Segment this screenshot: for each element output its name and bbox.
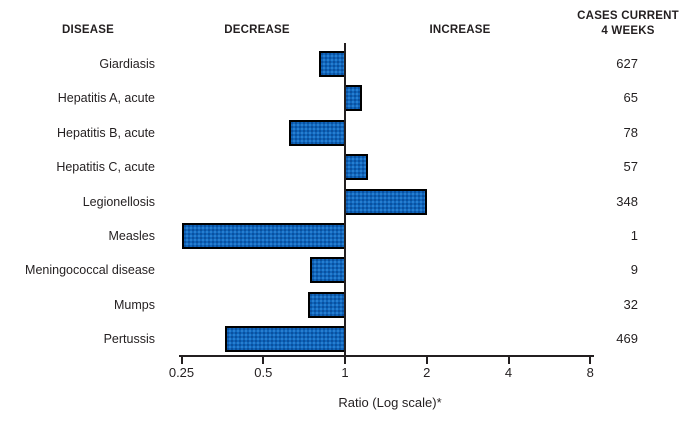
x-axis-tick-label: 1: [341, 365, 349, 380]
disease-label: Meningococcal disease: [25, 263, 155, 278]
column-header-cases: CASES CURRENT 4 WEEKS: [577, 9, 679, 39]
column-header-decrease: DECREASE: [224, 24, 290, 36]
disease-label: Hepatitis A, acute: [57, 91, 155, 106]
disease-label: Pertussis: [103, 332, 155, 347]
ratio-bar: [344, 154, 368, 181]
cases-value: 1: [630, 228, 638, 243]
x-axis-tick-label: 0.5: [254, 365, 273, 380]
ratio-bar: [288, 119, 346, 146]
x-axis-title: Ratio (Log scale)*: [338, 395, 442, 410]
disease-label: Measles: [108, 229, 155, 243]
cases-value: 65: [623, 90, 638, 106]
ratio-bar: [318, 51, 346, 77]
ratio-bar: [309, 257, 346, 284]
disease-label: Giardiasis: [99, 57, 155, 71]
ratio-bar: [307, 291, 346, 318]
x-axis-tick-mark: [180, 355, 183, 364]
cases-value: 9: [630, 262, 638, 278]
disease-label: Hepatitis C, acute: [56, 160, 155, 175]
ratio-bar: [344, 188, 427, 215]
baseline-axis-line: [344, 43, 346, 357]
x-axis-tick-label: 8: [586, 365, 594, 380]
cases-value: 32: [623, 296, 638, 312]
disease-label: Hepatitis B, acute: [57, 125, 155, 140]
x-axis-line: [179, 355, 594, 357]
cases-value: 627: [616, 56, 638, 71]
column-header-cases-line1: CASES CURRENT: [577, 10, 679, 22]
x-axis-tick-mark: [425, 355, 428, 364]
x-axis-tick-label: 4: [504, 365, 513, 380]
ratio-bar: [181, 223, 346, 249]
x-axis-tick-label: 0.25: [168, 365, 195, 380]
column-header-cases-line2: 4 WEEKS: [601, 25, 655, 37]
x-axis-tick-label: 2: [423, 365, 431, 380]
ratio-bar: [344, 85, 362, 112]
x-axis-tick-mark: [507, 355, 510, 364]
ratio-bar: [224, 326, 346, 353]
cases-value: 78: [623, 124, 638, 140]
x-axis-tick-mark: [262, 355, 265, 364]
cases-value: 57: [623, 159, 638, 175]
cases-value: 469: [616, 331, 638, 347]
column-header-disease: DISEASE: [62, 24, 114, 36]
column-header-increase: INCREASE: [429, 24, 491, 36]
disease-label: Mumps: [114, 297, 155, 312]
x-axis-tick-mark: [344, 355, 346, 364]
x-axis-tick-mark: [589, 355, 592, 364]
disease-label: Legionellosis: [82, 194, 155, 209]
cases-value: 348: [616, 193, 638, 209]
